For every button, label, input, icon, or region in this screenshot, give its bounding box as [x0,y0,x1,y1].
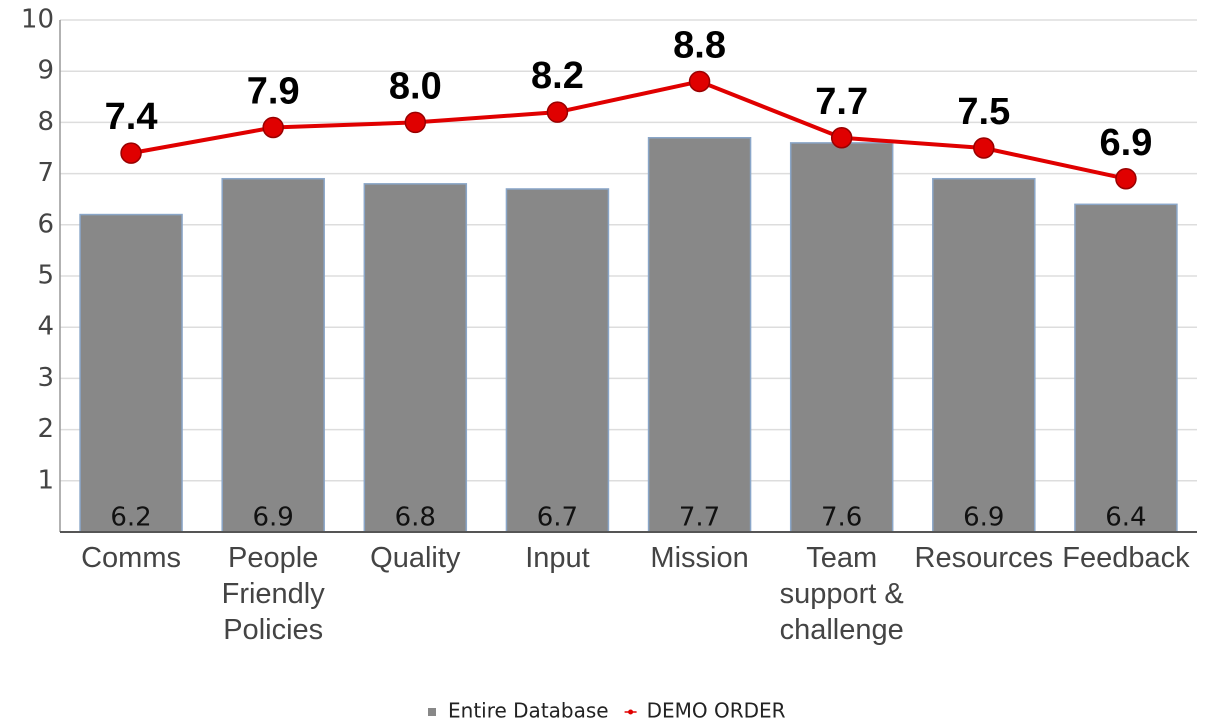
y-tick-label: 2 [37,414,54,444]
y-tick-label: 9 [37,56,54,86]
bar-value-label: 6.9 [963,503,1004,533]
x-tick-label-box: Mission [650,542,749,574]
bar-value-label: 6.8 [395,503,436,533]
y-tick-label: 1 [37,465,54,495]
line-value-label: 7.9 [247,71,300,113]
x-tick-label: Team support & challenge [779,542,904,646]
x-tick-label: Input [525,542,590,574]
x-tick-label: People Friendly Policies [221,542,325,646]
bar [789,142,894,533]
line-value-label: 8.2 [531,55,584,97]
bar [363,183,468,533]
line-marker [830,127,853,149]
x-tick-label: Quality [370,542,461,574]
x-tick-label: Comms [81,542,181,574]
bar-value-label: 6.2 [110,503,151,533]
line-value-label: 7.7 [815,81,868,123]
line-marker [546,101,569,123]
x-tick-label: Resources [914,542,1054,574]
bar-value-label: 7.7 [679,503,720,533]
bar-value-label: 6.9 [253,503,294,533]
bar [505,188,610,533]
bar [221,177,325,533]
line-value-label: 7.4 [105,96,158,138]
x-tick-label-box: Quality [370,542,461,574]
line-value-label: 8.8 [673,24,726,66]
bar [1074,203,1178,533]
line [130,79,1127,181]
x-tick-label: Feedback [1062,542,1190,574]
x-tick-label-box: Comms [81,542,181,574]
bar [79,213,183,533]
x-tick-label-box: Team support & challenge [779,542,904,646]
line-marker [1115,167,1137,190]
bar-value-label: 7.6 [821,503,862,533]
line-value-label: 7.5 [957,91,1010,133]
line-marker [404,111,427,134]
line-marker [120,142,142,164]
x-tick-label-box: Feedback [1062,542,1190,574]
legend-swatch [428,708,436,716]
x-tick-label-box: Resources [914,542,1054,574]
y-tick-label: 5 [37,261,54,291]
y-tick-label: 3 [37,363,54,393]
line-marker [262,116,284,139]
legend-label: DEMO ORDER [647,699,786,723]
y-tick-label: 6 [37,209,54,239]
bar [932,177,1036,533]
y-tick-label: 8 [37,107,54,137]
bar-value-label: 6.7 [537,503,578,533]
line-marker [973,137,995,159]
line-value-label: 8.0 [389,65,442,107]
legend-swatch [628,709,634,715]
y-tick-label: 4 [37,312,54,342]
bar-value-label: 6.4 [1105,503,1146,533]
line-marker [688,70,711,93]
legend-label: Entire Database [448,699,609,723]
x-tick-label-box: People Friendly Policies [221,542,325,646]
x-tick-label: Mission [650,542,749,574]
legend: Entire Database DEMO ORDER [428,699,786,723]
line-value-label: 6.9 [1100,122,1153,164]
bar [647,137,752,533]
y-tick-label: 10 [21,5,54,35]
y-tick-label: 7 [37,158,54,188]
x-tick-label-box: Input [525,542,590,574]
